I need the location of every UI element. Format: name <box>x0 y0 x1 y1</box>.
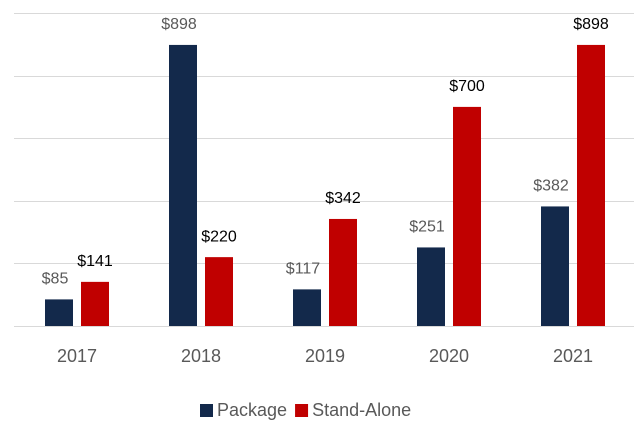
legend-label: Stand-Alone <box>312 400 411 420</box>
data-label: $700 <box>449 78 485 95</box>
x-tick-label: 2018 <box>181 346 221 366</box>
x-tick-label: 2021 <box>553 346 593 366</box>
bar <box>45 299 73 326</box>
legend-label: Package <box>217 400 287 420</box>
x-tick-label: 2019 <box>305 346 345 366</box>
bar <box>205 257 233 326</box>
data-label: $382 <box>533 178 569 195</box>
bar <box>293 289 321 326</box>
bar <box>453 106 481 327</box>
data-label: $898 <box>161 16 197 33</box>
data-label: $220 <box>201 228 237 245</box>
bar <box>329 218 357 326</box>
x-tick-label: 2017 <box>57 346 97 366</box>
bar <box>169 44 197 327</box>
data-label: $85 <box>42 271 69 288</box>
bar <box>577 44 605 327</box>
bar <box>81 281 109 326</box>
data-label: $141 <box>77 253 113 270</box>
bar <box>541 206 569 326</box>
data-label: $251 <box>409 219 445 236</box>
data-label: $342 <box>325 190 361 207</box>
x-tick-label: 2020 <box>429 346 469 366</box>
legend-swatch <box>200 404 213 417</box>
legend-swatch <box>295 404 309 417</box>
data-label: $117 <box>286 261 321 278</box>
data-label: $898 <box>573 16 609 33</box>
bar <box>417 247 445 326</box>
